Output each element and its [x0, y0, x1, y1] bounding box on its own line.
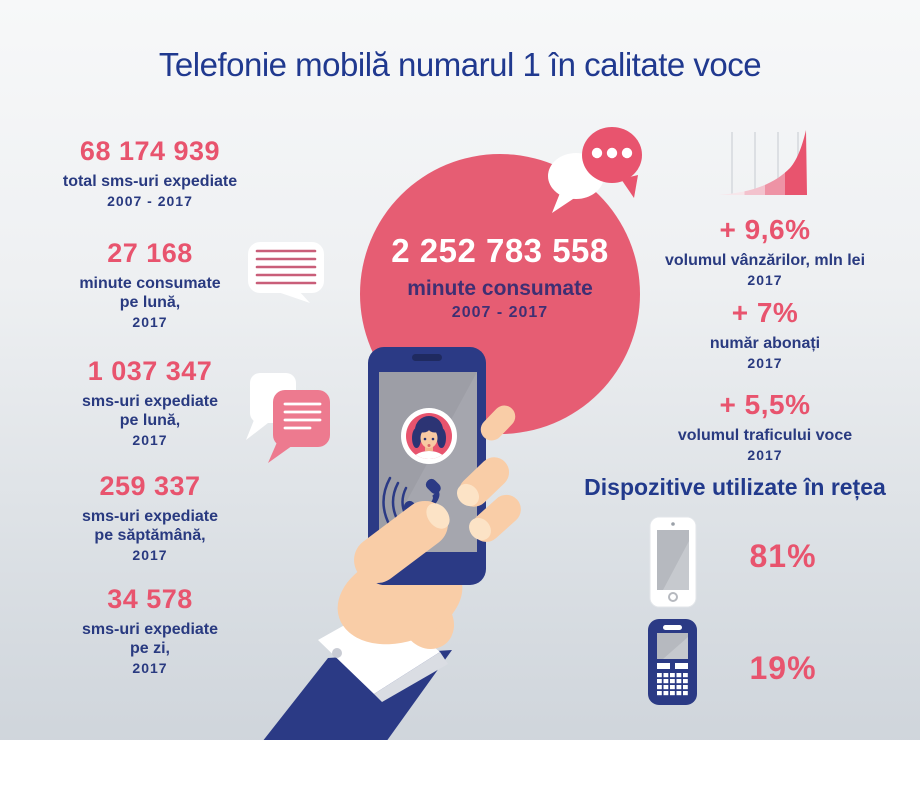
stat-period: 2007 - 2017 [107, 193, 193, 209]
stat-value: + 5,5% [719, 389, 811, 420]
stat-sms-month: 1 037 347 sms-uri expediate pe lună, 201… [30, 356, 270, 448]
thumb [354, 500, 450, 584]
devices-heading: Dispozitive utilizate în rețea [584, 474, 886, 500]
footer-bar: Numărul 1 în soluții integrate mobile-fi… [0, 740, 920, 800]
stat-sms-day: 34 578 sms-uri expediate pe zi, 2017 [30, 584, 270, 676]
stat-period: 2017 [747, 272, 783, 288]
stat-sublabel: pe săptămână, [94, 527, 206, 544]
stat-period: 2017 [747, 355, 783, 371]
stat-period: 2017 [132, 314, 168, 330]
stat-label: volumul vânzărilor, mln lei [664, 252, 866, 269]
stat-value: 27 168 [107, 238, 193, 268]
stat-period: 2017 [132, 660, 168, 676]
stat-value: 1 037 347 [87, 356, 213, 386]
stat-value: 259 337 [99, 471, 201, 501]
speech-bubble-lines-icon [248, 242, 324, 303]
stat-sublabel: pe lună, [119, 412, 181, 429]
cufflink [332, 648, 342, 658]
feature-phone-share: 19% [749, 650, 817, 686]
stat-label: minute consumate [407, 277, 593, 300]
message-dots-bubble-icon [548, 127, 642, 213]
stat-value: 68 174 939 [79, 136, 221, 166]
stat-voice-traffic-growth: + 5,5% volumul traficului voce 2017 [625, 389, 905, 463]
stat-minutes-month: 27 168 minute consumate pe lună, 2017 [30, 238, 270, 330]
stat-total-sms: 68 174 939 total sms-uri expediate 2007 … [30, 136, 270, 209]
stat-sublabel: pe zi, [129, 640, 170, 657]
stat-period: 2017 [132, 432, 168, 448]
growth-chart-icon [718, 130, 807, 195]
page-title: Telefonie mobilă numarul 1 în calitate v… [158, 46, 762, 83]
stat-period: 2017 [132, 547, 168, 563]
stat-value: 34 578 [107, 584, 193, 614]
stat-label: total sms-uri expediate [62, 173, 238, 190]
stat-label: sms-uri expediate [81, 621, 219, 638]
smartphone-share: 81% [749, 538, 817, 574]
stat-sms-week: 259 337 sms-uri expediate pe săptămână, … [30, 471, 270, 563]
hand-holding-phone-illustration [262, 347, 521, 742]
stat-label: număr abonați [709, 335, 821, 352]
stat-value: + 9,6% [719, 214, 811, 245]
stat-label: sms-uri expediate [81, 508, 219, 525]
stat-subscribers-growth: + 7% număr abonați 2017 [625, 297, 905, 371]
chat-bubbles-icon [246, 373, 330, 463]
stat-sales-growth: + 9,6% volumul vânzărilor, mln lei 2017 [625, 214, 905, 288]
stat-value: + 7% [731, 297, 799, 328]
feature-phone-icon [648, 619, 697, 705]
gripping-fingers [456, 405, 521, 542]
stat-period: 2017 [747, 447, 783, 463]
stat-label: volumul traficului voce [677, 427, 853, 444]
stat-total-minutes: 2 252 783 558 minute consumate 2007 - 20… [360, 232, 640, 322]
stat-sublabel: pe lună, [119, 294, 181, 311]
stat-value: 2 252 783 558 [391, 232, 609, 269]
stat-period: 2007 - 2017 [451, 304, 549, 321]
stat-label: sms-uri expediate [81, 393, 219, 410]
stat-label: minute consumate [79, 275, 221, 292]
caller-avatar [401, 408, 457, 464]
smartphone-icon [649, 516, 697, 608]
